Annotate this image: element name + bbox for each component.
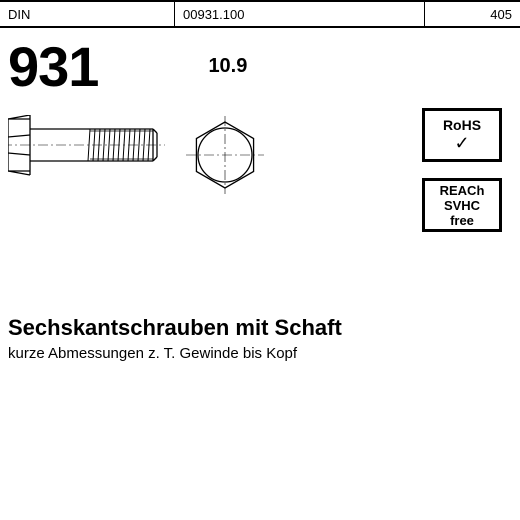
reach-line1: REACh (440, 183, 485, 198)
reach-line2: SVHC (444, 198, 480, 213)
description-subtitle: kurze Abmessungen z. T. Gewinde bis Kopf (8, 341, 512, 362)
reach-badge: REACh SVHC free (422, 178, 502, 232)
reach-line3: free (450, 213, 474, 228)
header-standard: DIN (0, 2, 175, 26)
description-title: Sechskantschrauben mit Schaft (8, 315, 512, 341)
rohs-label: RoHS (443, 117, 481, 133)
check-icon: ✓ (454, 133, 469, 154)
title-grade: 10.9 (208, 55, 247, 78)
title-number: 931 (8, 34, 98, 99)
header-row: DIN 00931.100 405 (0, 0, 520, 28)
bolt-hex-view (185, 115, 265, 195)
header-ref: 405 (425, 2, 520, 26)
title-row: 931 10.9 (0, 28, 520, 105)
rohs-badge: RoHS ✓ (422, 108, 502, 162)
description-block: Sechskantschrauben mit Schaft kurze Abme… (0, 303, 520, 366)
bolt-side-view (8, 115, 173, 195)
header-code: 00931.100 (175, 2, 425, 26)
